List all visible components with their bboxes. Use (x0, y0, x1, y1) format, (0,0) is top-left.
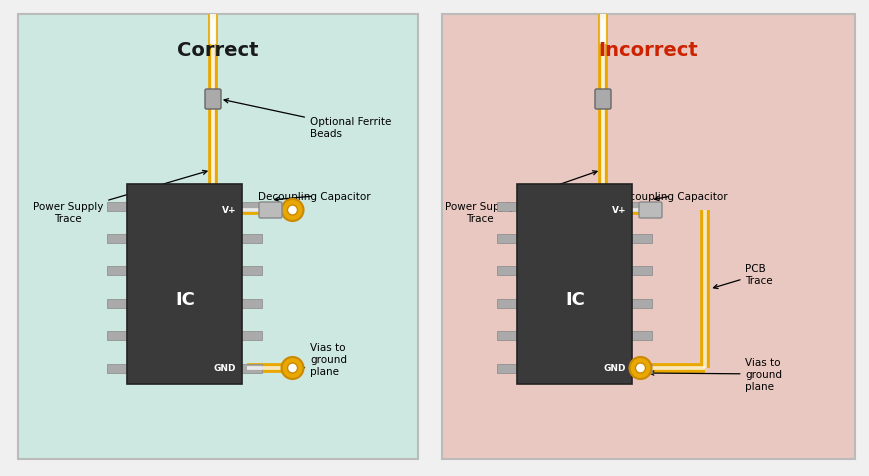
Bar (497, 331, 517, 340)
Text: Incorrect: Incorrect (598, 40, 698, 60)
Bar (108, 299, 128, 308)
Bar (242, 202, 262, 211)
Circle shape (629, 357, 651, 379)
Text: IC: IC (564, 290, 584, 308)
Bar (497, 234, 517, 243)
Bar (108, 202, 128, 211)
Text: Optional Ferrite
Beads: Optional Ferrite Beads (224, 99, 391, 139)
Text: V+: V+ (222, 206, 236, 215)
Bar (108, 234, 128, 243)
Bar (242, 364, 262, 373)
Bar (242, 267, 262, 276)
Text: IC: IC (175, 290, 195, 308)
Text: Power Supply
Trace: Power Supply Trace (444, 171, 596, 223)
Text: GND: GND (214, 364, 236, 373)
Bar (242, 331, 262, 340)
Bar (497, 202, 517, 211)
Text: Decoupling Capacitor: Decoupling Capacitor (614, 192, 726, 201)
Bar (108, 331, 128, 340)
Text: Correct: Correct (177, 40, 258, 60)
FancyBboxPatch shape (205, 90, 221, 110)
Circle shape (282, 357, 303, 379)
Text: Vias to
ground
plane: Vias to ground plane (293, 343, 347, 376)
FancyBboxPatch shape (638, 203, 661, 218)
Bar (632, 299, 652, 308)
Text: Power Supply
Trace: Power Supply Trace (33, 171, 207, 223)
Bar (128, 185, 242, 384)
Bar (632, 202, 652, 211)
Bar (242, 234, 262, 243)
Text: GND: GND (603, 364, 626, 373)
Text: V+: V+ (611, 206, 626, 215)
Bar (497, 364, 517, 373)
Circle shape (287, 363, 297, 373)
Text: Vias to
ground
plane: Vias to ground plane (649, 357, 781, 391)
Bar (108, 364, 128, 373)
FancyBboxPatch shape (259, 203, 282, 218)
Bar (108, 267, 128, 276)
Bar (497, 299, 517, 308)
Bar (632, 364, 652, 373)
Bar (632, 234, 652, 243)
Bar (632, 331, 652, 340)
Circle shape (282, 199, 303, 221)
Bar (497, 267, 517, 276)
Circle shape (634, 363, 645, 373)
Text: Decoupling Capacitor: Decoupling Capacitor (258, 192, 370, 202)
Bar (441, 15, 854, 459)
Bar (632, 267, 652, 276)
Circle shape (287, 206, 297, 216)
Bar (242, 299, 262, 308)
Text: PCB
Trace: PCB Trace (713, 264, 773, 289)
Bar (517, 185, 632, 384)
Bar (18, 15, 417, 459)
FancyBboxPatch shape (594, 90, 610, 110)
